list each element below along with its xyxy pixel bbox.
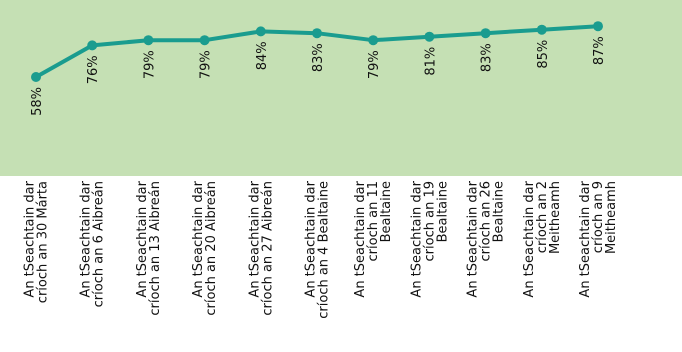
category-label: An tSeachtain darcríoch an 13 Aibreán (135, 180, 163, 315)
category-label: An tSeachtain darcríoch an 19Bealtaine (409, 180, 450, 297)
data-point (312, 28, 322, 39)
data-point (536, 24, 547, 35)
data-label: 87% (592, 36, 607, 65)
data-label: 79% (142, 50, 157, 79)
data-label: 58% (30, 87, 45, 116)
data-point (199, 35, 210, 46)
data-points (31, 21, 603, 82)
data-label: 83% (480, 43, 495, 72)
data-point (255, 26, 266, 37)
category-label: An tSeachtain darcríoch an 20 Aibreán (191, 180, 219, 315)
data-label: 81% (423, 47, 438, 76)
category-label: An tSeachtain darcríoch an 6 Aibreán (79, 180, 107, 307)
data-point (31, 72, 41, 82)
category-label: An tSeachtain darcríoch an 4 Bealtaine (304, 180, 332, 318)
data-point (593, 21, 603, 32)
category-label: An tSeachtain darcríoch an 26Bealtaine (466, 180, 507, 297)
data-label: 85% (536, 40, 551, 69)
data-point (480, 28, 491, 39)
data-point (368, 35, 379, 46)
category-label: An tSeachtain darcríoch an 2Meitheamh (522, 180, 563, 297)
data-label: 76% (86, 55, 101, 84)
category-label: An tSeachtain darcríoch an 9Meitheamh (578, 180, 619, 297)
data-point (87, 40, 98, 51)
data-label: 84% (255, 41, 270, 70)
category-labels: An tSeachtain darcríoch an 30 Márta An tS… (23, 180, 620, 318)
category-label: An tSeachtain darcríoch an 11Bealtaine (353, 180, 394, 297)
data-label: 79% (199, 50, 214, 79)
category-label: An tSeachtain darcríoch an 30 Márta (23, 180, 51, 303)
data-label: 79% (367, 50, 382, 79)
data-point (424, 31, 435, 42)
category-label: An tSeachtain darcríoch an 27 Aibreán (247, 180, 275, 315)
data-labels: 58% 76% 79% 79% 84% 83% 79% 81% 83% 85% 87% (30, 36, 607, 116)
data-label: 83% (311, 43, 326, 72)
data-point (143, 35, 154, 46)
